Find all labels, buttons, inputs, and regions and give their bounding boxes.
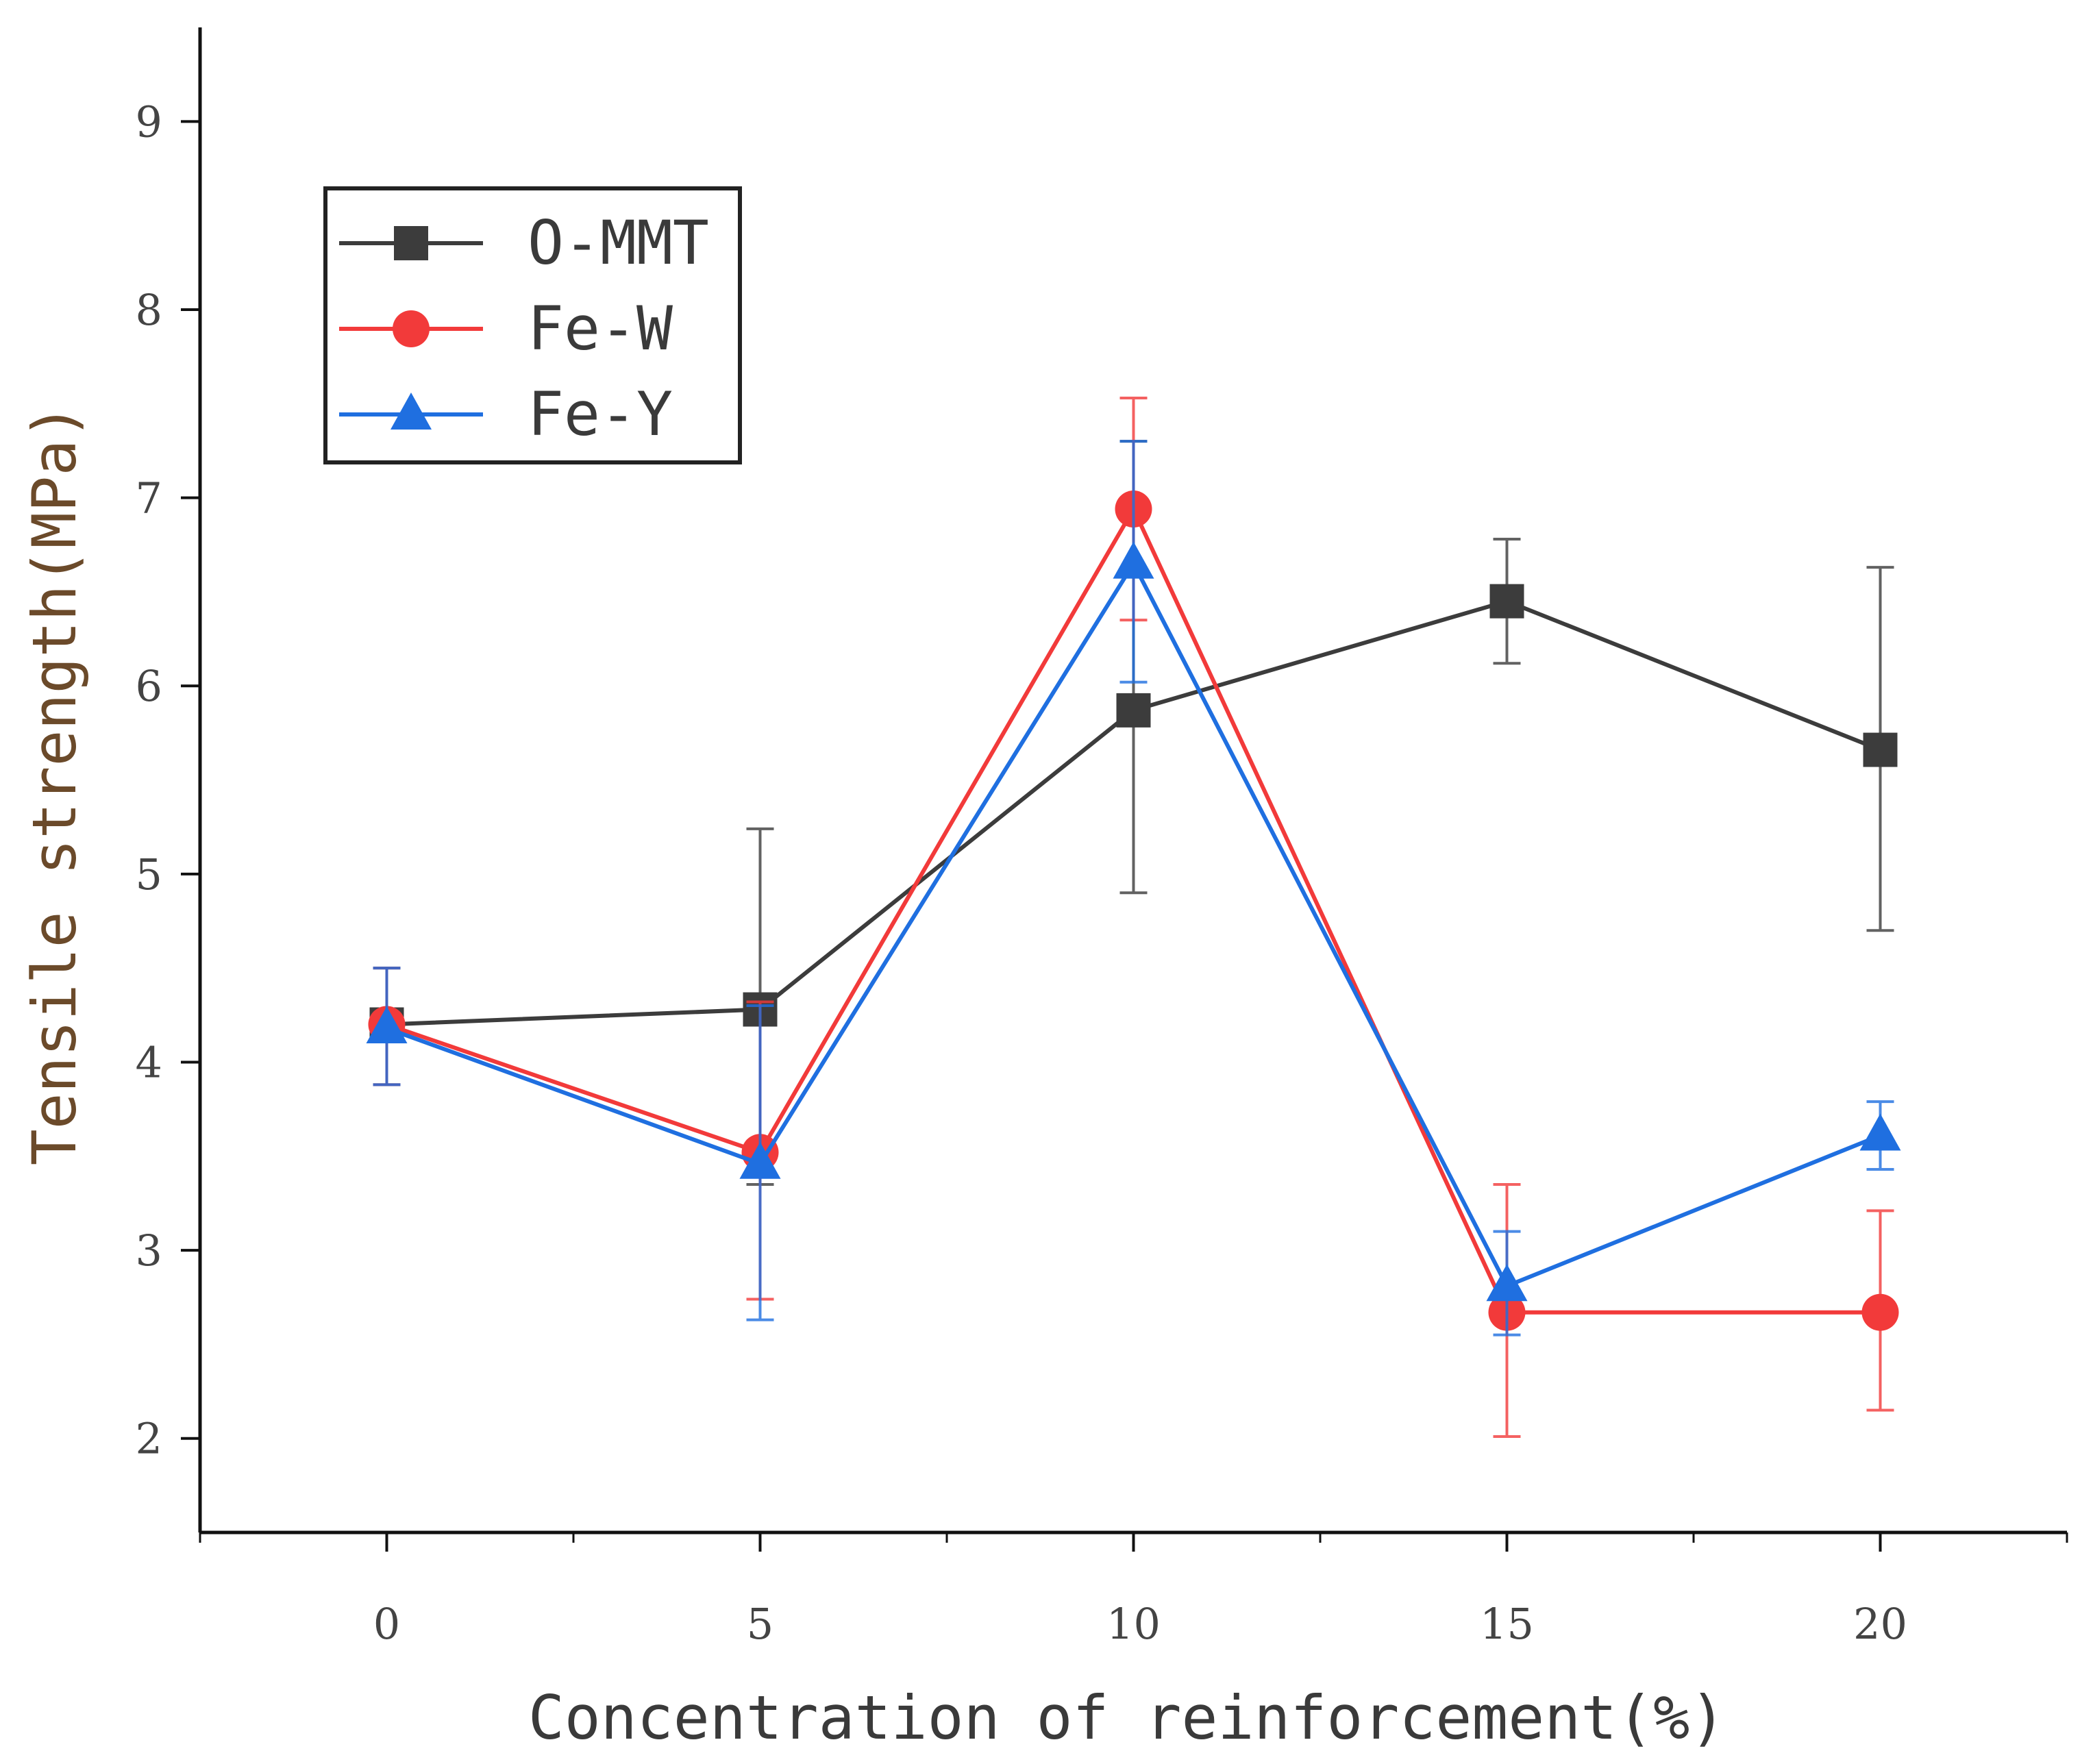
y-tick-label: 2 (136, 1414, 162, 1464)
y-tick-label: 3 (136, 1226, 162, 1276)
legend-item-o-mmt: O-MMT (339, 208, 709, 278)
legend: O-MMT Fe-W Fe-Y (323, 186, 742, 464)
legend-marker (394, 226, 428, 260)
x-tick-label: 5 (747, 1599, 773, 1649)
y-tick-label: 4 (136, 1037, 162, 1087)
legend-label: Fe-Y (528, 379, 673, 449)
data-point (1113, 541, 1154, 579)
data-point (1859, 1113, 1901, 1151)
legend-marker (391, 393, 432, 430)
data-point (1861, 1293, 1899, 1331)
data-point (366, 1006, 408, 1044)
x-tick-label: 10 (1106, 1599, 1161, 1649)
legend-item-fe-y: Fe-Y (339, 379, 673, 449)
series-fe-y (366, 440, 1901, 1337)
y-tick-label: 6 (136, 661, 162, 711)
y-tick-label: 9 (136, 97, 162, 147)
data-point (739, 1141, 781, 1179)
legend-marker (393, 310, 430, 347)
x-tick-label: 15 (1480, 1599, 1534, 1649)
legend-item-fe-w: Fe-W (339, 293, 673, 364)
y-axis-title: Tensile strength(MPa) (19, 403, 90, 1166)
x-tick-label: 20 (1853, 1599, 1907, 1649)
y-tick-label: 8 (136, 285, 162, 335)
y-tick-label: 7 (136, 473, 162, 523)
x-axis-title: Concentration of reinforcement(%) (528, 1682, 1726, 1753)
x-tick-label: 0 (373, 1599, 400, 1649)
legend-label: Fe-W (528, 293, 673, 364)
plot-area: 2 3 4 5 6 7 8 9 0 5 10 15 20 (136, 27, 2068, 1649)
y-tick-label: 5 (136, 849, 162, 899)
data-point (1486, 1264, 1528, 1302)
data-point (1863, 732, 1898, 767)
data-point (1116, 693, 1151, 728)
legend-label: O-MMT (528, 208, 709, 278)
data-point (1489, 584, 1524, 619)
